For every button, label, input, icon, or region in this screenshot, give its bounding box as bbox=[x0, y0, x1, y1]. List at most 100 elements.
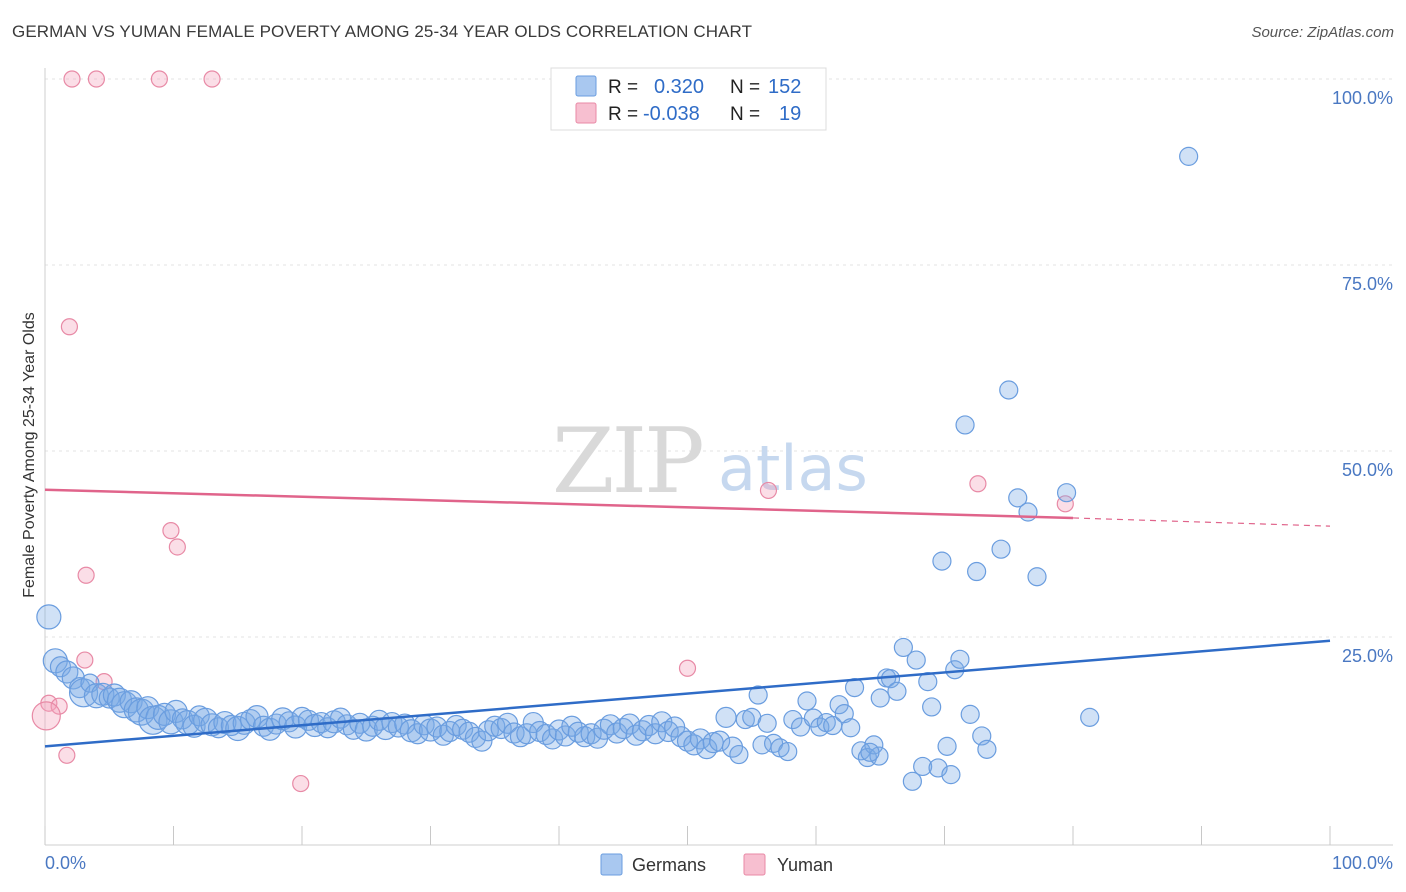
germans-point bbox=[887, 681, 907, 701]
germans-point bbox=[729, 744, 749, 765]
germans-point bbox=[783, 709, 803, 730]
germans-point bbox=[860, 742, 880, 762]
germans-point bbox=[464, 726, 487, 749]
stat-n-label-yuman: N = bbox=[730, 104, 760, 125]
germans-point bbox=[245, 705, 269, 729]
x-tick-label-min: 0.0% bbox=[45, 853, 86, 873]
stat-r-label-germans: R = bbox=[608, 77, 638, 98]
germans-point bbox=[439, 720, 461, 743]
germans-point bbox=[445, 714, 467, 737]
tick-labels: 25.0% 50.0% 75.0% 100.0% 0.0% 100.0% bbox=[45, 88, 1393, 873]
y-tick-label-75: 75.0% bbox=[1342, 274, 1393, 294]
germans-point bbox=[932, 551, 952, 571]
watermark-atlas: atlas bbox=[718, 432, 868, 505]
legend-swatch-yuman bbox=[743, 853, 766, 876]
stat-swatch-yuman bbox=[575, 102, 597, 124]
x-tick-label-max: 100.0% bbox=[1332, 853, 1393, 873]
y-tick-label-50: 50.0% bbox=[1342, 460, 1393, 480]
germans-point bbox=[937, 736, 957, 756]
germans-point bbox=[955, 415, 975, 435]
germans-point bbox=[950, 649, 970, 669]
y-tick-label-25: 25.0% bbox=[1342, 646, 1393, 666]
germans-point bbox=[902, 771, 922, 791]
yuman-points bbox=[31, 70, 1074, 793]
germans-point bbox=[619, 713, 641, 735]
germans-point bbox=[252, 715, 275, 737]
stat-r-value-germans: 0.320 bbox=[654, 76, 704, 98]
germans-point bbox=[977, 739, 997, 759]
watermark-zip: ZIP bbox=[552, 409, 702, 514]
yuman-point bbox=[678, 659, 697, 677]
germans-point bbox=[644, 723, 666, 745]
legend: Germans Yuman bbox=[600, 853, 833, 876]
germans-point bbox=[696, 737, 718, 760]
stat-n-value-yuman: 19 bbox=[779, 103, 801, 125]
yuman-point bbox=[162, 522, 180, 540]
germans-point bbox=[841, 718, 861, 738]
yuman-point bbox=[759, 481, 778, 500]
germans-point bbox=[797, 691, 817, 711]
legend-label-yuman: Yuman bbox=[777, 855, 833, 875]
stat-n-value-germans: 152 bbox=[768, 76, 801, 98]
germans-points bbox=[36, 146, 1199, 791]
germans-point bbox=[98, 687, 120, 709]
germans-point bbox=[676, 730, 699, 752]
yuman-point bbox=[76, 651, 94, 669]
germans-point bbox=[906, 650, 926, 670]
germans-point bbox=[778, 741, 798, 762]
germans-point bbox=[36, 604, 62, 630]
germans-point bbox=[834, 704, 854, 724]
stat-r-label-yuman: R = bbox=[608, 104, 638, 125]
germans-point bbox=[1018, 502, 1038, 522]
yuman-point bbox=[50, 697, 68, 715]
chart-title: GERMAN VS YUMAN FEMALE POVERTY AMONG 25-… bbox=[12, 22, 753, 41]
axes bbox=[44, 68, 1393, 846]
germans-point bbox=[922, 697, 942, 717]
germans-point bbox=[757, 713, 777, 733]
germans-trend-line bbox=[44, 639, 1331, 748]
stat-n-label-germans: N = bbox=[730, 77, 760, 98]
legend-swatch-germans bbox=[600, 853, 623, 876]
germans-point bbox=[870, 688, 890, 708]
germans-point bbox=[967, 561, 987, 582]
chart-source: Source: ZipAtlas.com bbox=[1251, 24, 1394, 41]
germans-point bbox=[960, 704, 980, 724]
yuman-trend-extension bbox=[1072, 517, 1331, 527]
yuman-point bbox=[292, 774, 310, 793]
yuman-point bbox=[58, 746, 76, 764]
stats-box: R = 0.320 N = 152 R = -0.038 N = 19 bbox=[550, 67, 827, 131]
yuman-point bbox=[168, 538, 186, 556]
germans-point bbox=[991, 539, 1011, 559]
yuman-point bbox=[87, 70, 106, 88]
germans-point bbox=[999, 380, 1019, 400]
y-axis-label: Female Poverty Among 25-34 Year Olds bbox=[21, 312, 38, 598]
yuman-point bbox=[203, 70, 221, 88]
stat-r-value-yuman: -0.038 bbox=[643, 103, 700, 125]
yuman-point bbox=[31, 701, 61, 731]
germans-point bbox=[748, 685, 768, 705]
germans-point bbox=[1008, 488, 1028, 508]
germans-point bbox=[61, 666, 85, 690]
germans-point bbox=[721, 736, 744, 758]
yuman-point bbox=[63, 70, 81, 88]
germans-point bbox=[893, 637, 913, 658]
yuman-point bbox=[150, 70, 168, 88]
watermark: ZIP atlas bbox=[552, 409, 868, 514]
germans-point bbox=[171, 708, 194, 730]
germans-point bbox=[106, 687, 133, 713]
germans-point bbox=[1056, 483, 1077, 503]
y-tick-label-100: 100.0% bbox=[1332, 88, 1393, 108]
germans-point bbox=[471, 730, 493, 752]
germans-point bbox=[516, 723, 538, 745]
yuman-point bbox=[60, 318, 79, 336]
yuman-point bbox=[77, 566, 95, 584]
germans-point bbox=[1027, 567, 1047, 587]
germans-point bbox=[1179, 146, 1199, 166]
germans-point bbox=[709, 730, 731, 752]
stat-swatch-germans bbox=[575, 75, 597, 97]
legend-label-germans: Germans bbox=[632, 855, 706, 875]
germans-point bbox=[829, 695, 849, 715]
germans-point bbox=[913, 756, 933, 777]
germans-point bbox=[941, 765, 961, 785]
